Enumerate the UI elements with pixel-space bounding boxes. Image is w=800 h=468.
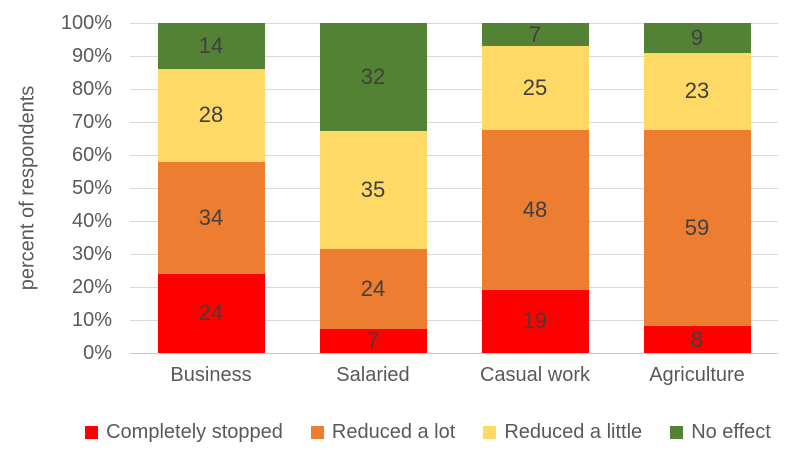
bar-segment: 8 <box>643 326 751 353</box>
gridline <box>130 287 778 288</box>
y-tick-label: 90% <box>71 45 112 67</box>
bar-agriculture: 8 59 23 9 <box>643 22 751 353</box>
bar-segment: 48 <box>481 129 589 290</box>
y-tick-label: 70% <box>71 111 112 133</box>
gridline <box>130 221 778 222</box>
bar-casual-work: 19 48 25 7 <box>481 23 589 353</box>
legend-swatch-icon <box>310 426 324 439</box>
bar-segment: 9 <box>643 22 751 53</box>
y-tick-label: 30% <box>71 243 112 265</box>
bar-segment: 7 <box>319 329 427 353</box>
x-category-label: Agriculture <box>649 364 745 386</box>
legend-label: Reduced a lot <box>331 421 456 443</box>
legend-item: Completely stopped <box>85 421 283 444</box>
y-tick-label: 100% <box>60 12 112 34</box>
gridline <box>130 188 778 189</box>
gridline <box>130 254 778 255</box>
bar-segment: 32 <box>319 23 427 131</box>
bar-salaried: 7 24 35 32 <box>319 23 427 353</box>
x-category-label: Casual work <box>479 364 591 386</box>
gridline <box>130 89 778 90</box>
legend-item: Reduced a little <box>483 421 642 444</box>
x-category-label: Business <box>170 364 252 386</box>
legend-label: No effect <box>691 421 771 443</box>
x-category-label: Salaried <box>336 364 410 386</box>
bar-segment: 7 <box>481 23 589 47</box>
bar-segment: 24 <box>319 248 427 330</box>
gridline <box>130 122 778 123</box>
y-tick-label: 20% <box>71 276 112 298</box>
gridline <box>130 320 778 321</box>
chart-legend: Completely stopped Reduced a lot Reduced a… <box>28 421 800 444</box>
legend-swatch-icon <box>670 426 684 439</box>
y-tick-label: 40% <box>71 210 112 232</box>
bar-segment: 19 <box>481 289 589 353</box>
legend-label: Completely stopped <box>106 421 283 443</box>
bar-segment: 24 <box>157 273 265 353</box>
x-axis-line <box>130 353 778 354</box>
y-tick-label: 0% <box>83 342 112 364</box>
legend-swatch-icon <box>85 426 99 439</box>
legend-item: No effect <box>670 421 771 444</box>
bar-segment: 25 <box>481 46 589 130</box>
gridline <box>130 56 778 57</box>
bar-segment: 14 <box>157 22 265 70</box>
y-axis-title: percent of respondents <box>16 85 39 291</box>
y-tick-label: 10% <box>71 309 112 331</box>
legend-label: Reduced a little <box>504 421 643 443</box>
bar-segment: 34 <box>157 161 265 274</box>
legend-item: Reduced a lot <box>310 421 456 444</box>
legend-swatch-icon <box>483 426 497 439</box>
bar-segment: 35 <box>319 130 427 249</box>
bar-segment: 59 <box>643 129 751 327</box>
bar-segment: 23 <box>643 52 751 130</box>
y-tick-label: 60% <box>71 144 112 166</box>
y-tick-label: 50% <box>71 177 112 199</box>
y-tick-label: 80% <box>71 78 112 100</box>
gridline <box>130 23 778 24</box>
bar-segment: 28 <box>157 69 265 162</box>
gridline <box>130 155 778 156</box>
bar-business: 24 34 28 14 <box>157 22 265 353</box>
